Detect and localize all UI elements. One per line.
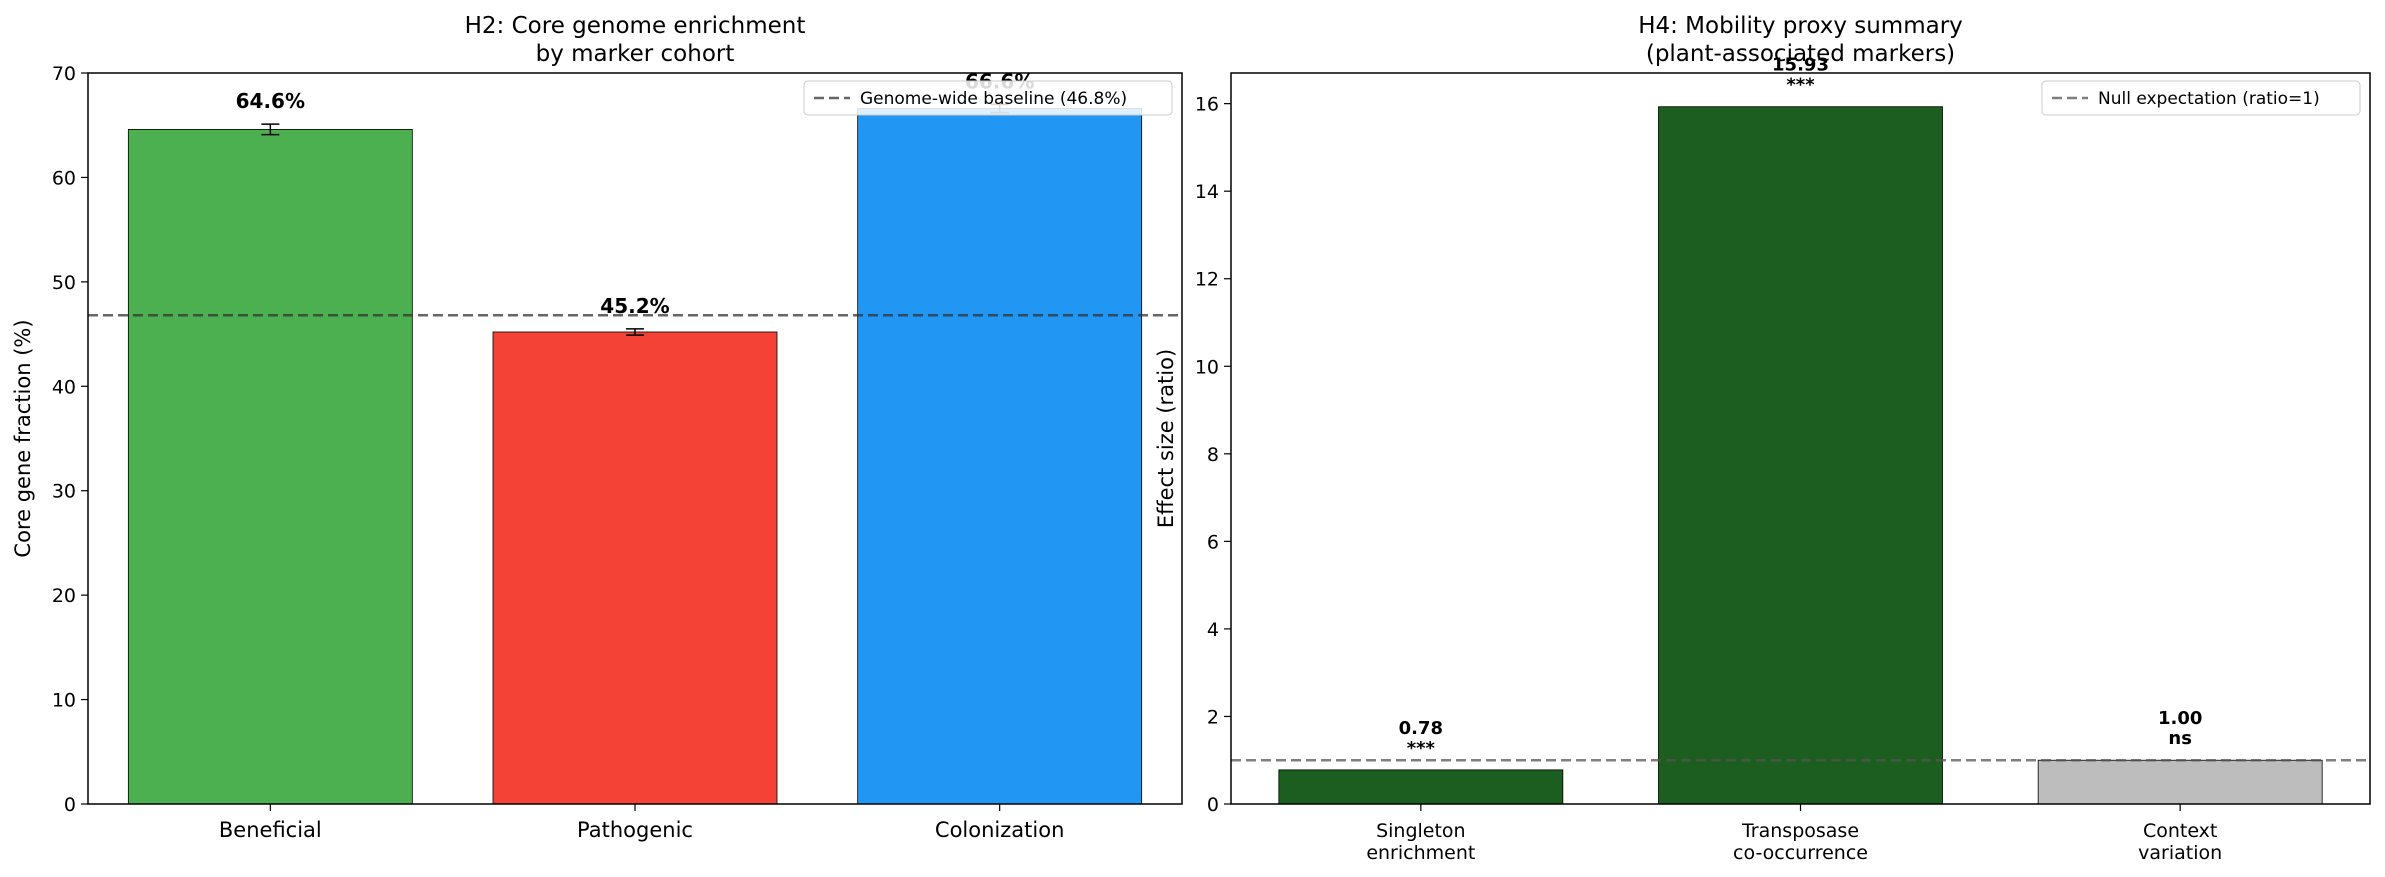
bar-value-label: 15.93 *** [1772,55,1829,96]
bar-value-label: 64.6% [236,89,305,113]
y-tick-label: 40 [52,376,76,398]
legend-box [803,80,1173,116]
y-tick-label: 2 [1207,706,1219,728]
y-tick-label: 6 [1207,531,1219,553]
y-tick-label: 4 [1207,619,1219,641]
x-tick-label: Colonization [935,818,1064,842]
x-tick-label: Context variation [2138,820,2222,864]
bar-value-label: 1.00 ns [2158,708,2202,749]
legend-box [2041,80,2361,116]
y-tick-label: 14 [1195,181,1219,203]
chart-title: H4: Mobility proxy summary (plant-associa… [1638,13,1963,67]
y-tick-label: 60 [52,167,76,189]
x-tick-label: Pathogenic [577,818,693,842]
y-axis-label: Core gene fraction (%) [11,319,35,557]
y-tick-label: 16 [1195,94,1219,116]
chart-mobility-proxy: 0.78 *** 15.93 *** 1.00 ns 0 2 4 6 8 10 12 14 16 Single… [1154,13,2371,864]
bar [857,108,1143,805]
legend-label: Genome-wide baseline (46.8%) [860,89,1127,109]
bar [1658,106,1943,805]
y-tick-label: 8 [1207,444,1219,466]
y-tick-label: 0 [64,794,76,816]
chart-title: H2: Core genome enrichment by marker coho… [465,13,806,67]
bar [1278,769,1564,805]
x-tick-label: Singleton enrichment [1366,820,1475,864]
y-tick-label: 10 [1195,356,1219,378]
x-tick-label: Transposase co-occurrence [1733,820,1868,864]
bar [127,128,413,805]
bar [492,331,778,805]
y-tick-label: 70 [52,63,76,85]
chart-core-genome: 64.6%45.2%66.6%010203040506070Beneficial… [11,13,1183,842]
x-tick-label: Beneficial [219,818,322,842]
y-axis-label: Effect size (ratio) [1154,349,1178,528]
y-tick-label: 12 [1195,269,1219,291]
y-tick-label: 30 [52,481,76,503]
legend-label: Null expectation (ratio=1) [2098,89,2320,109]
y-tick-label: 10 [52,690,76,712]
bar-value-label: 0.78 *** [1399,718,1443,759]
y-tick-label: 50 [52,272,76,294]
bar-value-label: 45.2% [600,294,669,318]
bar [2037,759,2323,805]
y-tick-label: 0 [1207,794,1219,816]
y-tick-label: 20 [52,585,76,607]
